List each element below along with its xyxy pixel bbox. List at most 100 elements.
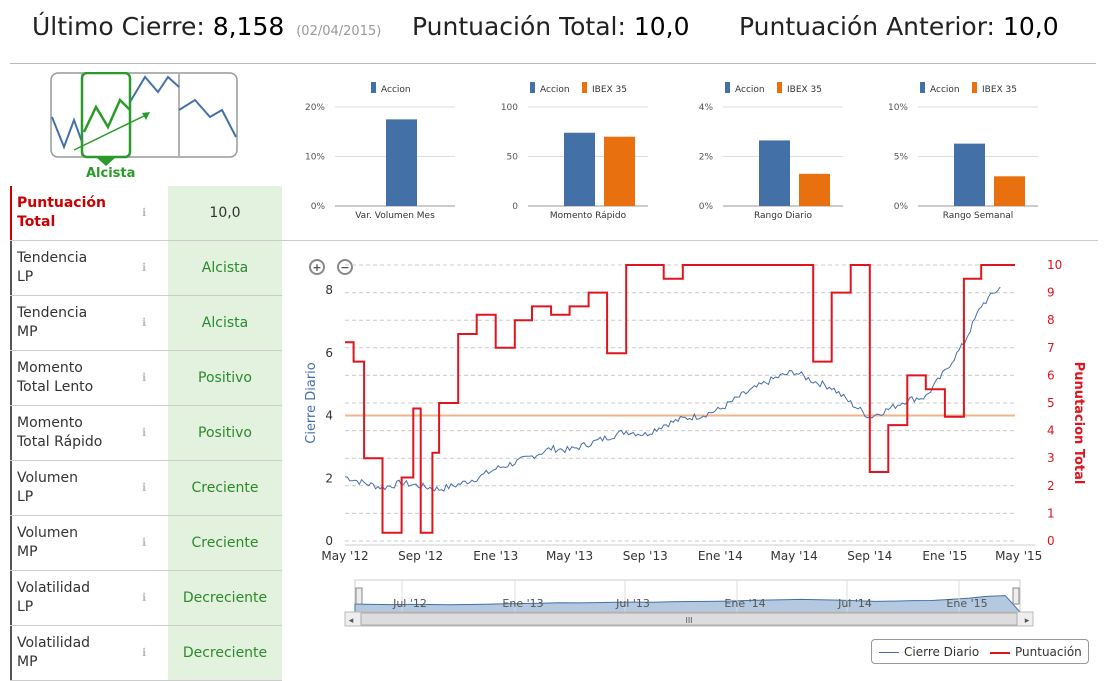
x-tick-label: Ene '13 (473, 549, 518, 563)
left-tick-label: 2 (325, 471, 333, 485)
x-category-label: Var. Volumen Mes (355, 211, 435, 221)
y-tick-label: 0 (512, 202, 518, 212)
left-tick-label: 6 (325, 346, 333, 360)
indicator-label: Tendencia LP (10, 241, 160, 295)
legend-swatch (972, 82, 977, 93)
last-close: Último Cierre: 8,158 (02/04/2015) (32, 12, 381, 41)
right-tick-label: 1 (1047, 506, 1055, 520)
navigator-handle-left[interactable] (355, 587, 363, 605)
x-tick-label: Sep '13 (623, 549, 668, 563)
legend-puntuacion[interactable]: Puntuación (990, 645, 1082, 659)
mini-bar-charts: Accion 0% 10% 20% Var. Volumen Mes Accion IBEX… (305, 82, 1038, 221)
mini-chart: Accion IBEX 35 0% 5% 10% Rango Semanal (888, 82, 1038, 221)
series-puntuacion-line (345, 264, 1015, 534)
right-tick-label: 5 (1047, 396, 1055, 410)
info-icon[interactable]: ℹ (142, 371, 147, 384)
indicator-label-line1: Tendencia (17, 250, 88, 266)
info-icon[interactable]: ℹ (142, 481, 147, 494)
scrollbar[interactable]: III ◂ ▸ (344, 611, 1034, 627)
legend-label: Accion (735, 85, 765, 95)
y-tick-label: 20% (305, 103, 325, 113)
indicator-value: Alcista (168, 296, 282, 350)
total-score-value: 10,0 (633, 12, 690, 41)
last-close-label: Último Cierre: (32, 12, 205, 41)
indicator-row: Momento Total Rápido ℹ Positivo (10, 406, 282, 461)
section-divider (282, 240, 1098, 241)
info-icon[interactable]: ℹ (142, 206, 147, 219)
x-tick-label: Ene '15 (922, 549, 967, 563)
navigator-handle-right[interactable] (1012, 587, 1020, 605)
indicator-label-line1: Puntuación (17, 195, 106, 211)
left-tick-label: 4 (325, 409, 333, 423)
info-icon[interactable]: ℹ (142, 316, 147, 329)
scroll-left-icon[interactable]: ◂ (349, 616, 354, 626)
left-tick-label: 8 (325, 283, 333, 297)
indicator-label-line2: LP (17, 269, 34, 285)
legend-label: Accion (381, 85, 411, 95)
indicator-label-line1: Volatilidad (17, 635, 91, 651)
right-tick-label: 0 (1047, 534, 1055, 548)
indicator-value: Positivo (168, 351, 282, 405)
legend-cierre-label: Cierre Diario (904, 645, 980, 659)
indicator-label-line1: Momento (17, 360, 83, 376)
legend-swatch (530, 82, 535, 93)
total-score: Puntuación Total: 10,0 (412, 12, 690, 41)
info-icon[interactable]: ℹ (142, 536, 147, 549)
navigator-label: Jul '13 (615, 597, 650, 610)
trend-label: Alcista (86, 166, 136, 181)
indicator-row: Volumen MP ℹ Creciente (10, 516, 282, 571)
indicator-label-line1: Volumen (17, 525, 78, 541)
right-tick-label: 6 (1047, 368, 1055, 382)
chart-legend: Cierre Diario Puntuación (871, 639, 1089, 664)
navigator-label: Jul '14 (837, 597, 872, 610)
range-navigator[interactable]: Jul '12 Ene '13 Jul '13 Ene '14 Jul '14 Ene '… (354, 579, 1022, 613)
right-tick-label: 3 (1047, 451, 1055, 465)
last-close-date: (02/04/2015) (296, 24, 382, 39)
svg-text:+: + (312, 261, 321, 274)
indicator-row: Volatilidad MP ℹ Decreciente (10, 626, 282, 681)
info-icon[interactable]: ℹ (142, 591, 147, 604)
indicator-value: 10,0 (168, 186, 282, 240)
info-icon[interactable]: ℹ (142, 261, 147, 274)
previous-score: Puntuación Anterior: 10,0 (739, 12, 1059, 41)
right-tick-label: 8 (1047, 313, 1055, 327)
x-tick-label: May '14 (771, 549, 818, 563)
x-tick-label: Sep '14 (847, 549, 892, 563)
navigator-area (354, 595, 1022, 613)
indicator-label-line2: Total (17, 214, 56, 230)
indicator-label-line2: Total Lento (17, 379, 94, 395)
navigator-label: Jul '12 (392, 597, 427, 610)
right-axis-title: Punutacion Total (1071, 362, 1086, 485)
x-tick-label: Sep '12 (398, 549, 443, 563)
price-score-chart: + − 0 1 2 3 4 5 6 7 8 9 10 0 2 4 6 8 Cierre Diario Punutaci… (304, 258, 1086, 627)
indicator-label: Tendencia MP (10, 296, 160, 350)
scrollbar-grip: III (685, 616, 692, 625)
navigator-label: Ene '13 (502, 597, 543, 610)
info-icon[interactable]: ℹ (142, 646, 147, 659)
legend-cierre[interactable]: Cierre Diario (879, 645, 979, 659)
y-tick-label: 100 (501, 103, 518, 113)
navigator-label: Ene '15 (946, 597, 987, 610)
zoom-in-icon[interactable]: + (309, 259, 325, 275)
legend-swatch (725, 82, 730, 93)
legend-label: IBEX 35 (787, 85, 822, 95)
indicator-value: Decreciente (168, 626, 282, 680)
mini-chart: Accion IBEX 35 0% 2% 4% Rango Diario (699, 82, 843, 221)
y-tick-label: 0% (894, 202, 909, 212)
indicator-label: Volatilidad LP (10, 571, 160, 625)
indicator-value: Creciente (168, 516, 282, 570)
summary-header: Último Cierre: 8,158 (02/04/2015) Puntua… (10, 0, 1096, 64)
y-tick-label: 4% (699, 103, 714, 113)
legend-label: Accion (930, 85, 960, 95)
legend-puntuacion-label: Puntuación (1015, 645, 1082, 659)
scroll-right-icon[interactable]: ▸ (1025, 616, 1030, 626)
indicator-label-line2: Total Rápido (17, 434, 103, 450)
x-category-label: Rango Semanal (943, 211, 1014, 221)
y-tick-label: 0% (311, 202, 326, 212)
right-tick-label: 4 (1047, 424, 1055, 438)
x-tick-label: May '12 (321, 549, 368, 563)
indicator-label-line1: Volumen (17, 470, 78, 486)
zoom-out-icon[interactable]: − (337, 259, 353, 275)
scrollbar-thumb[interactable] (360, 612, 1018, 626)
info-icon[interactable]: ℹ (142, 426, 147, 439)
